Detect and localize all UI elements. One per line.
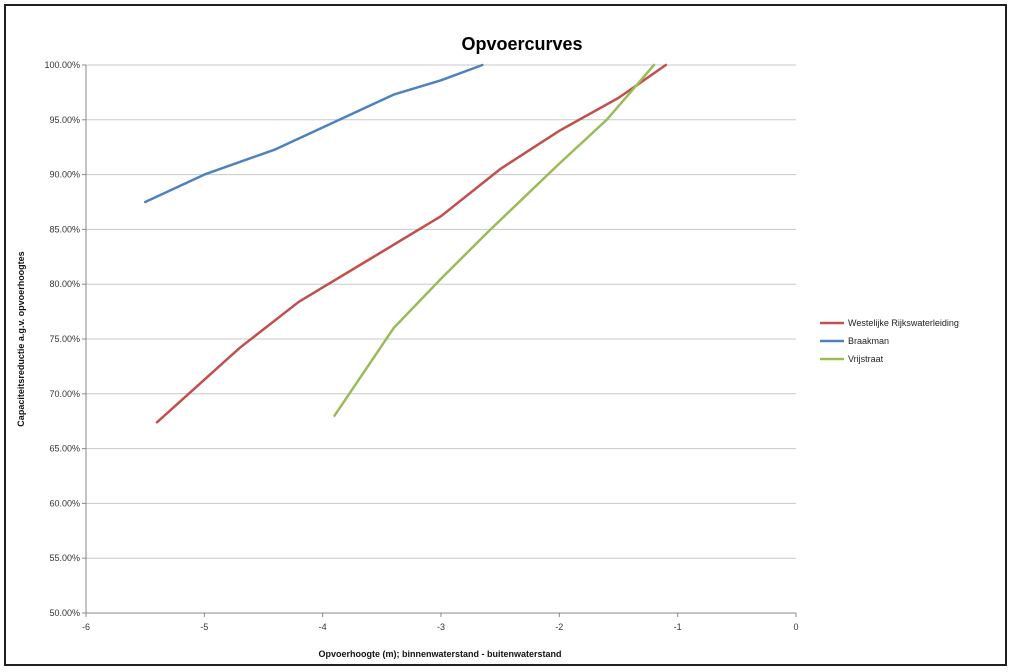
chart-title: Opvoercurves — [461, 34, 582, 54]
y-tick-label: 70.00% — [49, 389, 80, 399]
y-tick-label: 80.00% — [49, 279, 80, 289]
y-tick-label: 100.00% — [44, 60, 80, 70]
grid — [86, 64, 796, 614]
series-line-2 — [333, 63, 656, 417]
x-tick-label: -2 — [555, 622, 563, 632]
y-tick-label: 75.00% — [49, 334, 80, 344]
axes: 50.00% 55.00% 60.00% 65.00% 70.00% 75.00% 80.0… — [44, 60, 798, 632]
y-tick-label: 85.00% — [49, 224, 80, 234]
x-tick-label: -6 — [82, 622, 90, 632]
legend: Westelijke Rijkswaterleiding Braakman Vrij… — [820, 318, 959, 364]
legend-label-1: Braakman — [848, 336, 889, 346]
y-axis-title: Capaciteitsreductie a.g.v. opvoerhoogtes — [16, 251, 26, 426]
x-tick-label: -1 — [674, 622, 682, 632]
y-tick-label: 50.00% — [49, 608, 80, 618]
series-line-1 — [143, 63, 484, 204]
x-tick-label: -3 — [437, 622, 445, 632]
chart-frame — [4, 4, 1007, 666]
x-tick-label: 0 — [793, 622, 798, 632]
y-tick-label: 65.00% — [49, 444, 80, 454]
y-tick-label: 90.00% — [49, 170, 80, 180]
series-group — [143, 63, 668, 424]
legend-label-0: Westelijke Rijkswaterleiding — [848, 318, 959, 328]
x-tick-label: -4 — [319, 622, 327, 632]
y-tick-label: 55.00% — [49, 553, 80, 563]
x-tick-label: -5 — [200, 622, 208, 632]
legend-label-2: Vrijstraat — [848, 354, 884, 364]
y-tick-label: 95.00% — [49, 115, 80, 125]
x-axis-title: Opvoerhoogte (m); binnenwaterstand - bui… — [318, 649, 561, 659]
series-line-0 — [155, 63, 668, 424]
y-tick-label: 60.00% — [49, 498, 80, 508]
